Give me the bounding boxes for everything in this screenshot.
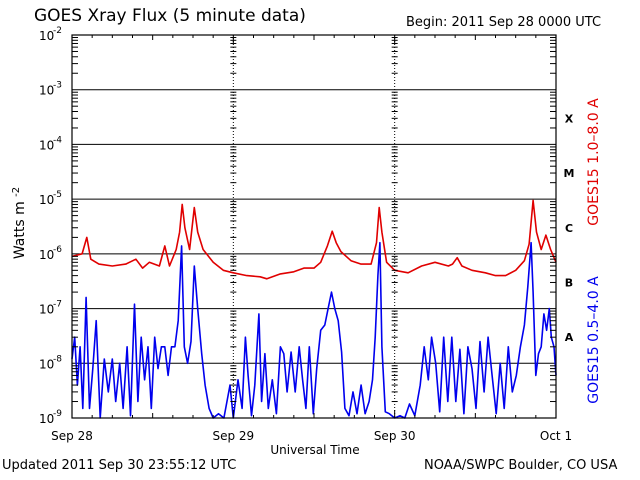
x-tick-label: Sep 29 (212, 429, 254, 443)
begin-time-label: Begin: 2011 Sep 28 0000 UTC (406, 15, 602, 30)
y-tick-exp: -5 (53, 190, 62, 200)
y-tick-base: 10 (39, 29, 54, 43)
chart-title: GOES Xray Flux (5 minute data) (34, 6, 306, 26)
y-tick-base: 10 (39, 412, 54, 426)
y-tick-exp: -3 (53, 81, 62, 91)
y-tick-exp: -7 (53, 300, 62, 310)
series-line-long (71, 199, 557, 280)
y-tick-label: 10-7 (39, 300, 62, 317)
y-tick-base: 10 (39, 303, 54, 317)
y-tick-label: 10-2 (39, 26, 62, 43)
y-tick-label: 10-6 (39, 245, 62, 262)
y-axis-label: Watts m -2 (11, 187, 28, 259)
x-tick-label: Sep 28 (51, 429, 93, 443)
y-tick-exp: -9 (53, 409, 62, 419)
x-tick-label: Sep 30 (374, 429, 416, 443)
y-tick-base: 10 (39, 193, 54, 207)
y-tick-label: 10-9 (39, 409, 62, 426)
y-tick-label: 10-4 (39, 135, 62, 152)
y-tick-label: 10-8 (39, 354, 62, 371)
x-axis-label: Universal Time (270, 443, 359, 457)
grid (72, 34, 556, 419)
y-tick-exp: -6 (53, 245, 62, 255)
y-tick-base: 10 (39, 138, 54, 152)
flare-class-c: C (565, 222, 573, 235)
y-tick-exp: -8 (53, 354, 62, 364)
y-tick-exp: -2 (53, 26, 62, 36)
y-tick-base: 10 (39, 84, 54, 98)
series-line-short (71, 241, 557, 419)
y-tick-label: 10-3 (39, 81, 62, 98)
updated-time-label: Updated 2011 Sep 30 23:55:12 UTC (2, 458, 237, 473)
y-tick-base: 10 (39, 357, 54, 371)
credit-label: NOAA/SWPC Boulder, CO USA (424, 458, 618, 473)
y-tick-label: 10-5 (39, 190, 62, 207)
flare-class-b: B (565, 276, 573, 289)
y-axis-label-main: Watts m (12, 197, 28, 259)
flare-class-m: M (564, 167, 575, 180)
plot-frame (71, 34, 557, 419)
x-tick-label: Oct 1 (540, 429, 572, 443)
y-axis-label-exp: -2 (11, 187, 22, 197)
y-tick-base: 10 (39, 248, 54, 262)
y-tick-exp: -4 (53, 135, 62, 145)
flare-class-x: X (565, 112, 574, 125)
legend-long-channel: GOES15 1.0–8.0 A (586, 98, 602, 226)
legend-short-channel: GOES15 0.5–4.0 A (586, 276, 602, 404)
flare-class-a: A (565, 331, 574, 344)
